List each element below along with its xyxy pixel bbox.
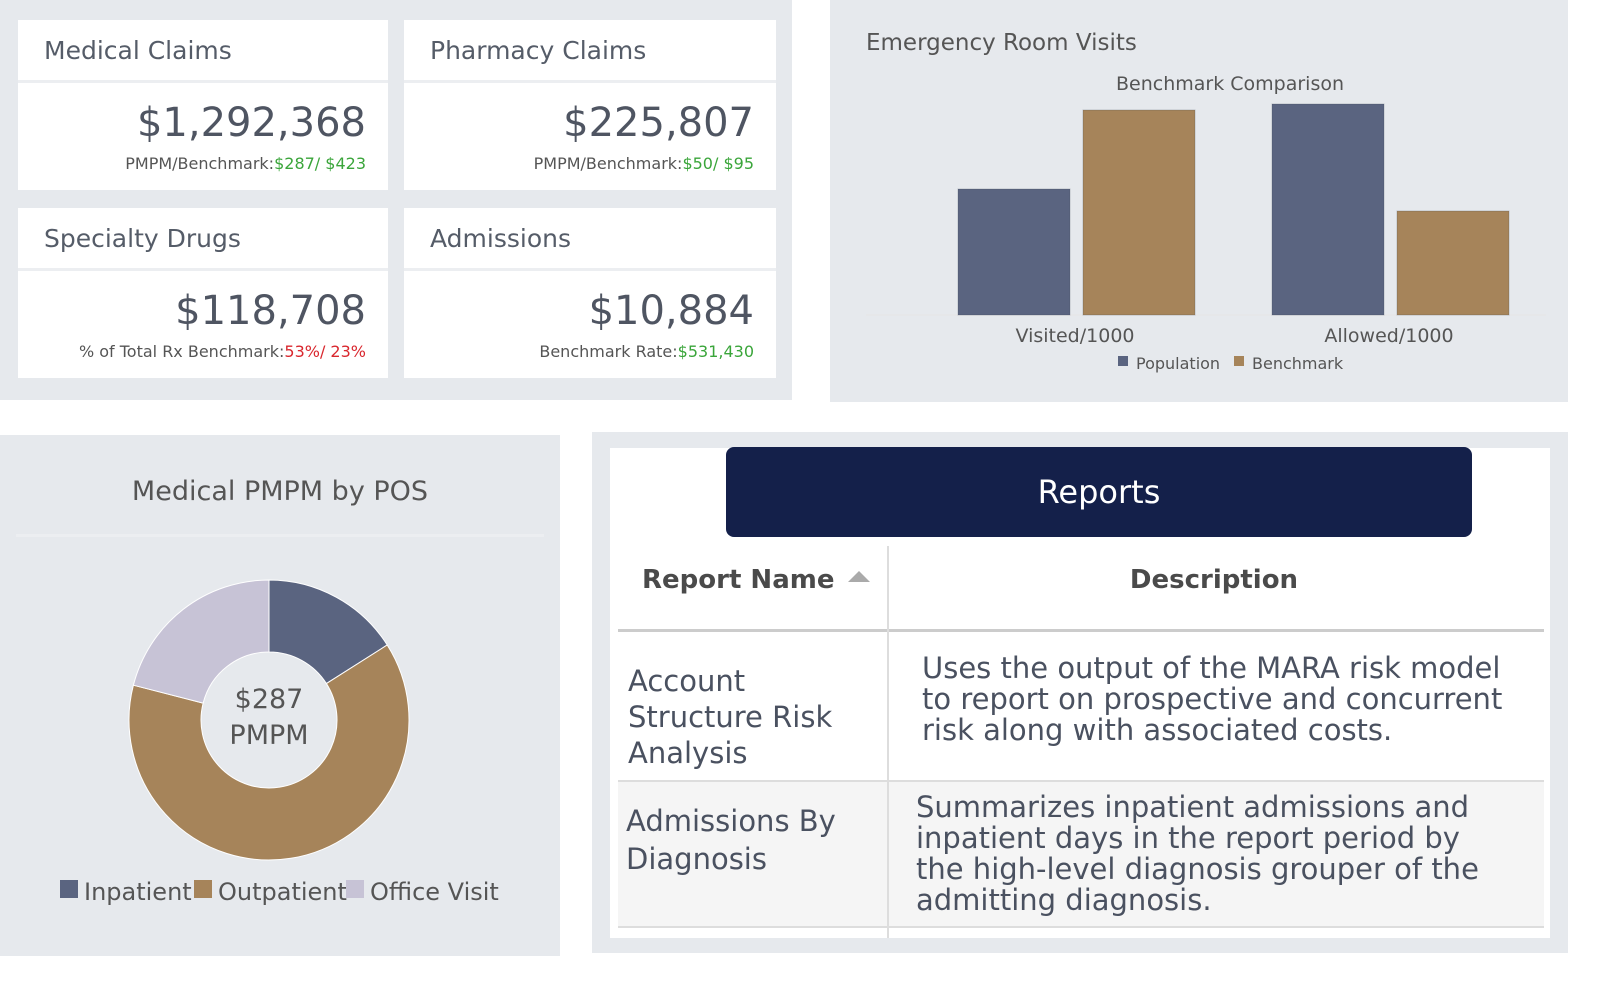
reports-banner: Reports: [726, 447, 1472, 537]
title-divider: [16, 534, 544, 537]
card-value: $118,708: [175, 288, 366, 334]
bar: [1271, 103, 1385, 316]
er-panel: [830, 0, 1568, 402]
card-title: Medical Claims: [44, 36, 232, 65]
x-tick-label: Allowed/1000: [1324, 325, 1453, 347]
pie-slice: [268, 579, 388, 685]
legend-swatch: [1118, 356, 1128, 366]
chart-title: Emergency Room Visits: [866, 30, 1137, 56]
card-title: Specialty Drugs: [44, 224, 241, 253]
legend-label: Office Visit: [370, 878, 499, 906]
column-header[interactable]: Report Name: [642, 565, 835, 595]
card-title: Pharmacy Claims: [430, 36, 647, 65]
card-divider: [404, 268, 776, 271]
card-value: $10,884: [588, 288, 754, 334]
kpi-card: Pharmacy Claims $225,807 PMPM/Benchmark:$5…: [404, 20, 776, 190]
chart-subtitle: Benchmark Comparison: [1116, 73, 1344, 95]
card-note: Benchmark Rate:$531,430: [539, 342, 754, 361]
card-note: % of Total Rx Benchmark:53%/ 23%: [79, 342, 366, 361]
card-note: PMPM/Benchmark:$50/ $95: [534, 154, 754, 173]
note-value: $287/ $423: [274, 154, 366, 173]
chart-title: Medical PMPM by POS: [132, 476, 428, 507]
pos-panel: [0, 435, 560, 956]
center-sublabel: PMPM: [229, 720, 308, 751]
legend-label: Benchmark: [1252, 354, 1344, 373]
legend-swatch: [60, 880, 78, 898]
card-title: Admissions: [430, 224, 571, 253]
reports-body: Reports Report Name Description Account …: [610, 447, 1550, 938]
legend-swatch: [1234, 356, 1244, 366]
card-note: PMPM/Benchmark:$287/ $423: [125, 154, 366, 173]
pie-slice: [132, 579, 270, 704]
bar: [1396, 210, 1510, 316]
report-description: Uses the output of the MARA risk model t…: [922, 651, 1503, 747]
bar: [1082, 109, 1196, 316]
sort-icon[interactable]: [846, 568, 872, 584]
report-description: Summarizes inpatient admissions and inpa…: [916, 790, 1479, 917]
column-header[interactable]: Description: [1129, 565, 1299, 595]
note-label: PMPM/Benchmark:: [533, 154, 683, 173]
card-divider: [404, 80, 776, 83]
note-value: $531,430: [677, 342, 754, 361]
report-name[interactable]: Account Structure Risk Analysis: [628, 664, 833, 770]
legend-label: Inpatient: [84, 878, 192, 906]
column-divider: [887, 546, 889, 938]
kpi-card: Admissions $10,884 Benchmark Rate:$531,430: [404, 208, 776, 378]
note-value: $50/ $95: [682, 154, 754, 173]
card-value: $225,807: [563, 100, 754, 146]
note-label: PMPM/Benchmark:: [125, 154, 275, 173]
bar: [957, 188, 1071, 316]
row-bg: [618, 780, 1544, 928]
kpi-card: Medical Claims $1,292,368 PMPM/Benchmark:$…: [18, 20, 388, 190]
center-label: $287: [235, 684, 304, 715]
card-divider: [18, 80, 388, 83]
legend-swatch: [194, 880, 212, 898]
legend-label: Outpatient: [218, 878, 347, 906]
pie-chart: Medical PMPM by POS $287 PMPM Inpatient Outp…: [16, 476, 544, 906]
note-value: 53%/ 23%: [284, 342, 366, 361]
note-label: Benchmark Rate:: [539, 342, 678, 361]
header-rule: [618, 629, 1544, 632]
card-divider: [18, 268, 388, 271]
legend-swatch: [346, 880, 364, 898]
bar-chart: Emergency Room Visits Benchmark Compariso…: [866, 30, 1546, 373]
pie-slice: [128, 644, 410, 861]
card-value: $1,292,368: [136, 100, 366, 146]
x-tick-label: Visited/1000: [1016, 325, 1135, 347]
kpi-card: Specialty Drugs $118,708 % of Total Rx Ben…: [18, 208, 388, 378]
report-name[interactable]: Admissions By Diagnosis: [626, 804, 836, 876]
legend-label: Population: [1136, 354, 1220, 373]
note-label: % of Total Rx Benchmark:: [78, 342, 285, 361]
